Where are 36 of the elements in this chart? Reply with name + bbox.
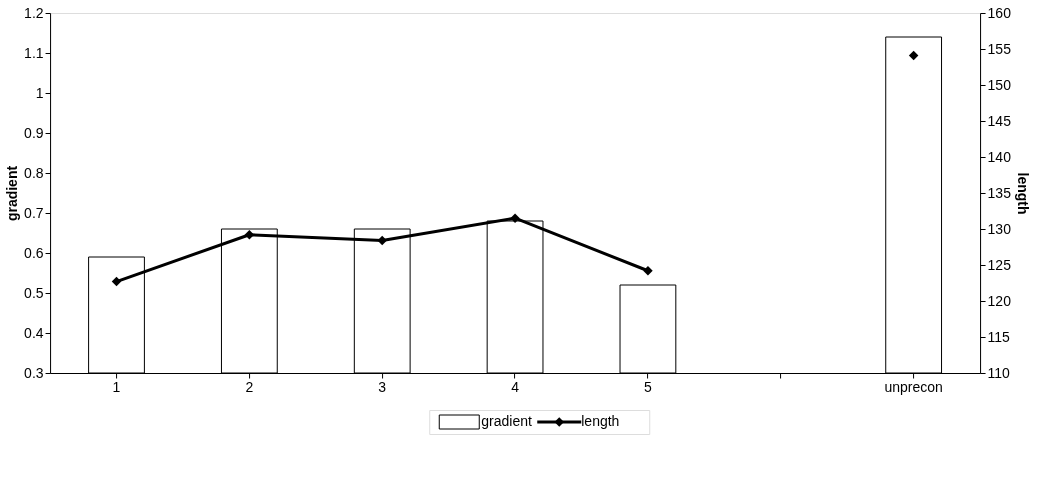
y2-tick-label: 135: [987, 184, 1012, 201]
point: [510, 213, 520, 223]
y2-tick-label: 155: [987, 40, 1012, 57]
y2-tick-label: 160: [987, 4, 1012, 21]
point: [377, 235, 387, 246]
legend-label: gradient: [481, 413, 532, 429]
x-tick-label: 1: [112, 378, 121, 395]
y2-axis-title: length: [1014, 172, 1031, 215]
y2-tick-label: 115: [987, 328, 1011, 345]
point: [908, 50, 919, 61]
point: [111, 276, 122, 287]
y-axis-title: gradient: [4, 165, 21, 222]
y2-tick-label: 120: [987, 292, 1012, 309]
y-tick-label: 0.5: [24, 284, 44, 301]
y-tick-label: 1: [35, 84, 44, 101]
y2-tick-label: 140: [987, 148, 1012, 165]
y-tick-label: 0.9: [24, 124, 44, 141]
y-tick-label: 0.8: [24, 164, 44, 181]
y-tick-label: 0.6: [24, 244, 44, 261]
y2-tick-label: 150: [987, 76, 1012, 93]
point: [643, 266, 653, 276]
y-tick-label: 1.2: [24, 4, 44, 21]
y-tick-label: 0.4: [24, 324, 44, 341]
legend-label: length: [581, 413, 620, 429]
x-tick-label: 3: [378, 378, 387, 395]
y-tick-label: 1.1: [24, 44, 44, 61]
y2-tick-label: 130: [987, 220, 1012, 237]
y2-tick-label: 145: [987, 112, 1012, 129]
y-tick-label: 0.3: [24, 364, 44, 381]
x-tick-label: 5: [644, 378, 653, 395]
y2-tick-label: 110: [987, 364, 1011, 381]
y-tick-label: 0.7: [24, 204, 44, 221]
x-tick-label: unprecon: [884, 378, 943, 395]
x-tick-label: 2: [245, 378, 254, 395]
x-tick-label: 4: [511, 378, 520, 395]
y2-tick-label: 125: [987, 256, 1012, 273]
